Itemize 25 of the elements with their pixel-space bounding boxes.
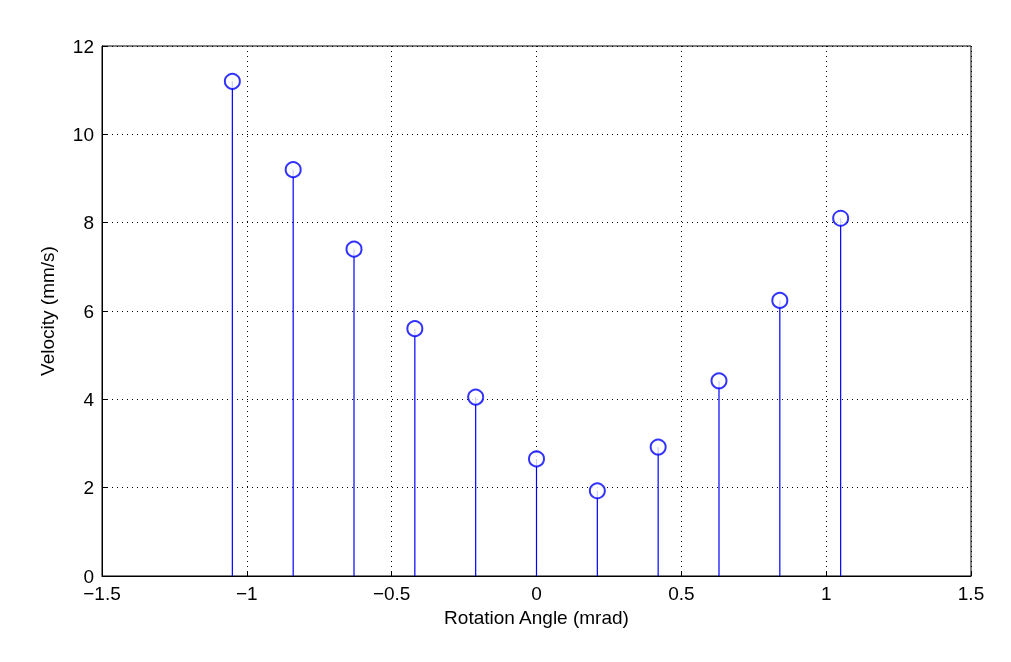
point [710,372,728,390]
point [345,240,363,258]
point [771,291,789,309]
point [406,320,424,338]
x-tick-label: 1 [820,583,832,604]
x-tick-label: 0 [531,583,542,604]
x-tick-label: −1 [236,583,258,604]
point [832,209,850,227]
point [588,482,606,500]
y-tick-label: 6 [83,300,94,322]
y-tick-label: 8 [83,212,94,234]
y-tick-label: 4 [83,388,95,410]
y-axis-title: Velocity (mm/s) [37,246,58,376]
y-tick-label: 2 [83,477,94,499]
x-axis-title: Rotation Angle (mrad) [444,606,629,628]
x-tick-label: 1.5 [957,583,985,604]
x-tick-label: 0.5 [668,583,695,604]
point [528,450,545,468]
y-tick-label: 12 [72,35,94,57]
point [284,161,302,179]
x-tick-label: −0.5 [372,583,411,604]
y-tick-label: 10 [72,123,94,145]
point [649,438,667,456]
point [467,388,485,406]
point [223,72,241,90]
